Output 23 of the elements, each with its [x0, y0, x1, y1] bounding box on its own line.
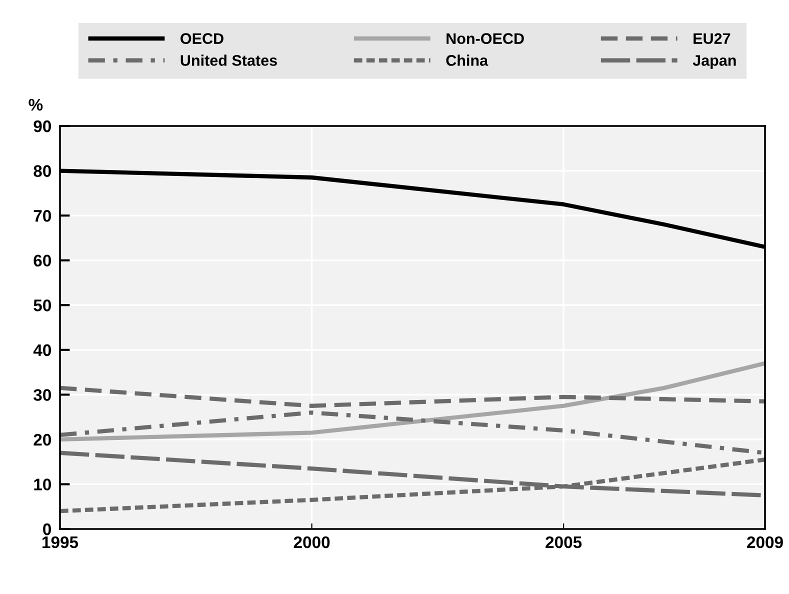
legend-label: United States — [180, 54, 277, 66]
legend-label: EU27 — [694, 33, 730, 44]
y-axis-title: % — [28, 98, 43, 111]
y-tick-label: 10 — [34, 478, 51, 490]
y-tick-label: 60 — [34, 254, 51, 267]
legend-label: OECD — [180, 33, 224, 44]
y-tick-label: 30 — [34, 389, 51, 401]
x-tick-label: 2000 — [294, 536, 330, 548]
line-series — [60, 361, 765, 442]
y-tick-label: 50 — [34, 300, 51, 312]
y-tick-label: 90 — [34, 120, 51, 132]
line-series — [60, 386, 765, 408]
legend-label: Non-OECD — [446, 33, 524, 44]
legend-label: China — [446, 54, 488, 66]
legend-label: Japan — [692, 55, 736, 69]
y-tick-label: 0 — [43, 523, 51, 536]
y-tick-label: 20 — [34, 434, 51, 446]
x-tick-label: 2005 — [546, 536, 582, 548]
y-tick-label: 80 — [34, 165, 51, 177]
y-tick-label: 70 — [34, 210, 51, 222]
x-tick-label: 1995 — [42, 536, 78, 548]
x-tick-label: 2009 — [747, 536, 783, 548]
y-tick-label: 40 — [33, 344, 51, 356]
